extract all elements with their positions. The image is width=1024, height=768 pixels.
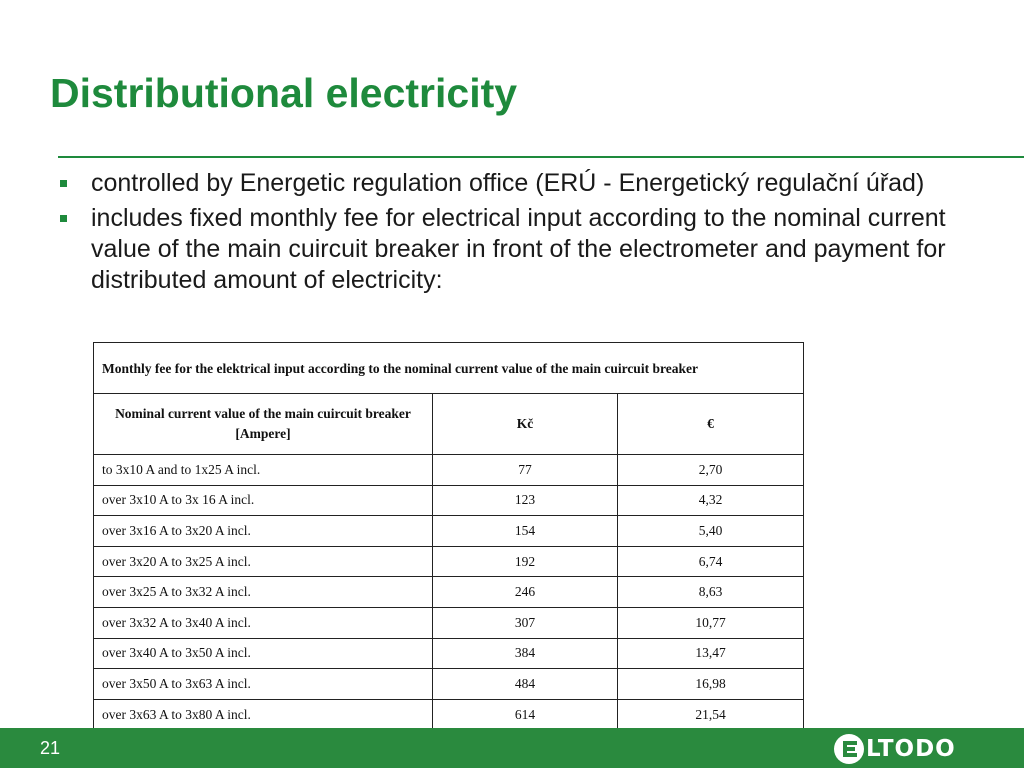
- table-row: over 3x32 A to 3x40 A incl. 307 10,77: [93, 606, 804, 639]
- logo-e-icon: [834, 734, 864, 764]
- cell-range: over 3x10 A to 3x 16 A incl.: [93, 484, 433, 517]
- cell-eur: 10,77: [617, 606, 804, 639]
- square-bullet-icon: [60, 215, 67, 222]
- cell-czk: 77: [432, 454, 618, 486]
- cell-range: to 3x10 A and to 1x25 A incl.: [93, 454, 433, 486]
- bullet-item: controlled by Energetic regulation offic…: [60, 168, 980, 199]
- bullet-list: controlled by Energetic regulation offic…: [60, 168, 980, 300]
- cell-eur: 6,74: [617, 545, 804, 578]
- table-row: to 3x10 A and to 1x25 A incl. 77 2,70: [93, 454, 804, 486]
- cell-czk: 192: [432, 545, 618, 578]
- cell-eur: 4,32: [617, 484, 804, 517]
- column-header-czk: Kč: [432, 393, 618, 455]
- table-row: over 3x25 A to 3x32 A incl. 246 8,63: [93, 576, 804, 608]
- cell-eur: 21,54: [617, 698, 804, 731]
- bullet-item: includes fixed monthly fee for electrica…: [60, 203, 980, 296]
- slide-title: Distributional electricity: [50, 70, 518, 116]
- cell-range: over 3x50 A to 3x63 A incl.: [93, 668, 433, 700]
- cell-czk: 484: [432, 668, 618, 700]
- cell-czk: 307: [432, 606, 618, 639]
- table-row: over 3x10 A to 3x 16 A incl. 123 4,32: [93, 484, 804, 517]
- table-row: over 3x40 A to 3x50 A incl. 384 13,47: [93, 637, 804, 670]
- title-divider: [58, 156, 1024, 158]
- cell-eur: 16,98: [617, 668, 804, 700]
- table-row: over 3x63 A to 3x80 A incl. 614 21,54: [93, 698, 804, 731]
- cell-range: over 3x20 A to 3x25 A incl.: [93, 545, 433, 578]
- cell-eur: 2,70: [617, 454, 804, 486]
- cell-czk: 384: [432, 637, 618, 670]
- cell-range: over 3x63 A to 3x80 A incl.: [93, 698, 433, 731]
- eltodo-logo: LTODO: [834, 730, 956, 768]
- cell-eur: 8,63: [617, 576, 804, 608]
- bullet-text: controlled by Energetic regulation offic…: [91, 169, 925, 197]
- cell-eur: 5,40: [617, 515, 804, 547]
- fee-table: Monthly fee for the elektrical input acc…: [93, 342, 804, 761]
- cell-czk: 614: [432, 698, 618, 731]
- cell-range: over 3x16 A to 3x20 A incl.: [93, 515, 433, 547]
- logo-text: LTODO: [866, 736, 956, 762]
- cell-range: over 3x32 A to 3x40 A incl.: [93, 606, 433, 639]
- cell-czk: 246: [432, 576, 618, 608]
- page-number: 21: [40, 738, 61, 758]
- column-header-range: Nominal current value of the main cuircu…: [93, 393, 433, 455]
- cell-czk: 123: [432, 484, 618, 517]
- table-row: over 3x20 A to 3x25 A incl. 192 6,74: [93, 545, 804, 578]
- column-header-eur: €: [617, 393, 804, 455]
- cell-range: over 3x25 A to 3x32 A incl.: [93, 576, 433, 608]
- bullet-text: includes fixed monthly fee for electrica…: [91, 204, 946, 294]
- cell-czk: 154: [432, 515, 618, 547]
- table-row: over 3x50 A to 3x63 A incl. 484 16,98: [93, 668, 804, 700]
- table-row: over 3x16 A to 3x20 A incl. 154 5,40: [93, 515, 804, 547]
- cell-range: over 3x40 A to 3x50 A incl.: [93, 637, 433, 670]
- table-caption: Monthly fee for the elektrical input acc…: [93, 342, 804, 394]
- cell-eur: 13,47: [617, 637, 804, 670]
- square-bullet-icon: [60, 180, 67, 187]
